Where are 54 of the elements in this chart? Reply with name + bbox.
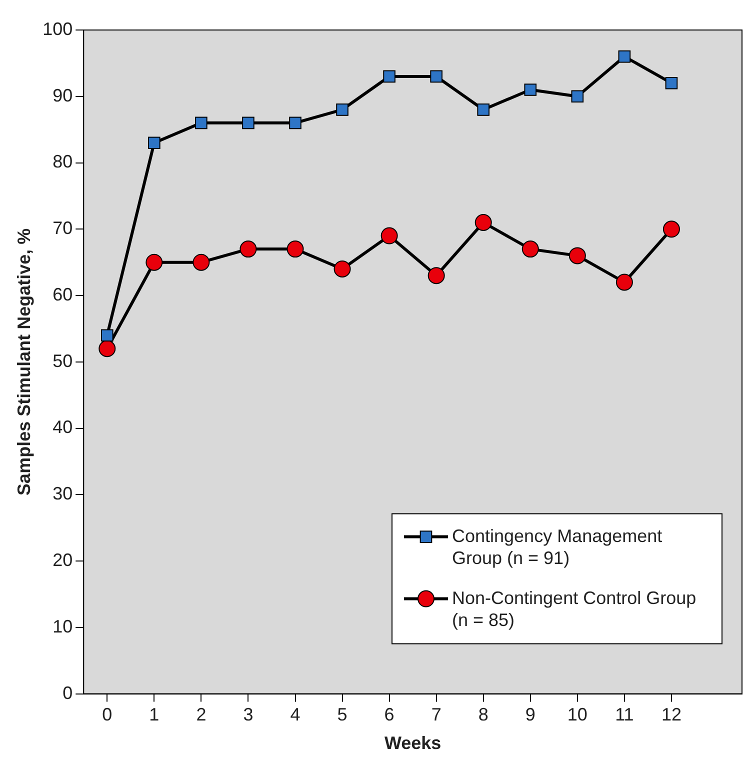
point	[571, 90, 584, 103]
legend-label: Non-Contingent Control Group (n = 85)	[452, 588, 696, 630]
point	[100, 329, 114, 342]
point	[568, 247, 586, 264]
x-tick-label: 9	[525, 704, 536, 725]
point	[474, 214, 492, 231]
point	[240, 240, 257, 258]
point	[195, 116, 208, 130]
point	[430, 70, 442, 83]
x-tick-label: 11	[615, 704, 634, 725]
y-tick-label: 100	[42, 18, 73, 39]
x-tick-label: 7	[431, 704, 442, 725]
point	[616, 274, 633, 291]
x-tick-label: 4	[290, 704, 300, 725]
x-tick-label: 5	[337, 704, 348, 725]
y-tick-label: 20	[52, 550, 73, 570]
legend-label: Contingency Management Group (n = 91)	[452, 526, 662, 568]
y-tick-label: 30	[52, 484, 73, 504]
point	[146, 254, 163, 271]
point	[98, 340, 116, 358]
point	[662, 220, 680, 238]
y-tick-label: 70	[52, 218, 73, 238]
y-tick-label: 50	[52, 350, 73, 371]
x-tick-label: 1	[149, 704, 160, 725]
point	[148, 136, 160, 150]
point	[192, 254, 210, 271]
point	[428, 267, 445, 284]
y-tick-label: 40	[52, 417, 73, 438]
x-tick-label: 12	[661, 704, 682, 725]
x-tick-label: 3	[243, 704, 254, 725]
y-tick-label: 90	[52, 85, 73, 106]
x-tick-label: 10	[567, 704, 588, 725]
y-axis-title: Samples Stimulant Negative, %	[14, 228, 34, 496]
point	[383, 70, 396, 83]
point	[524, 84, 537, 96]
x-tick-label: 6	[384, 704, 394, 725]
point	[289, 116, 302, 130]
point	[380, 227, 398, 244]
y-tick-label: 10	[52, 616, 73, 636]
point	[336, 104, 348, 116]
point	[286, 240, 304, 258]
x-axis-title: Weeks	[384, 733, 442, 754]
point	[665, 76, 678, 90]
point	[242, 116, 254, 130]
y-tick-label: 60	[52, 284, 73, 304]
x-tick-label: 2	[196, 704, 206, 725]
point	[334, 260, 351, 278]
x-tick-label: 0	[102, 704, 112, 725]
point	[477, 104, 490, 116]
point	[522, 240, 539, 258]
point	[618, 50, 631, 63]
x-tick-label: 8	[478, 704, 488, 725]
y-tick-label: 0	[62, 682, 73, 703]
y-tick-label: 80	[52, 152, 73, 172]
